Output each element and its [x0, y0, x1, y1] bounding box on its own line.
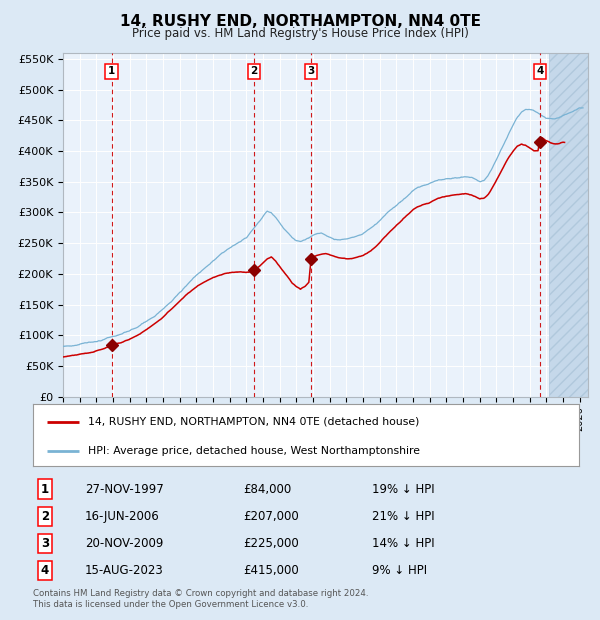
Text: HPI: Average price, detached house, West Northamptonshire: HPI: Average price, detached house, West…: [88, 446, 419, 456]
Text: 4: 4: [41, 564, 49, 577]
Text: 19% ↓ HPI: 19% ↓ HPI: [371, 483, 434, 496]
Text: 14, RUSHY END, NORTHAMPTON, NN4 0TE: 14, RUSHY END, NORTHAMPTON, NN4 0TE: [119, 14, 481, 29]
Text: 2: 2: [41, 510, 49, 523]
Text: 9% ↓ HPI: 9% ↓ HPI: [371, 564, 427, 577]
Text: 3: 3: [308, 66, 315, 76]
Text: £207,000: £207,000: [243, 510, 299, 523]
Text: 21% ↓ HPI: 21% ↓ HPI: [371, 510, 434, 523]
Text: 15-AUG-2023: 15-AUG-2023: [85, 564, 164, 577]
Text: 1: 1: [108, 66, 115, 76]
Text: 20-NOV-2009: 20-NOV-2009: [85, 537, 163, 550]
Text: 27-NOV-1997: 27-NOV-1997: [85, 483, 164, 496]
Text: This data is licensed under the Open Government Licence v3.0.: This data is licensed under the Open Gov…: [33, 600, 308, 609]
Text: 16-JUN-2006: 16-JUN-2006: [85, 510, 160, 523]
Text: 2: 2: [250, 66, 257, 76]
Text: Price paid vs. HM Land Registry's House Price Index (HPI): Price paid vs. HM Land Registry's House …: [131, 27, 469, 40]
Text: 3: 3: [41, 537, 49, 550]
Text: 1: 1: [41, 483, 49, 496]
Text: 14, RUSHY END, NORTHAMPTON, NN4 0TE (detached house): 14, RUSHY END, NORTHAMPTON, NN4 0TE (det…: [88, 417, 419, 427]
Text: £415,000: £415,000: [243, 564, 299, 577]
Text: Contains HM Land Registry data © Crown copyright and database right 2024.: Contains HM Land Registry data © Crown c…: [33, 589, 368, 598]
Text: 14% ↓ HPI: 14% ↓ HPI: [371, 537, 434, 550]
Text: £84,000: £84,000: [243, 483, 292, 496]
Text: £225,000: £225,000: [243, 537, 299, 550]
Bar: [549, 53, 596, 397]
Text: 4: 4: [536, 66, 544, 76]
